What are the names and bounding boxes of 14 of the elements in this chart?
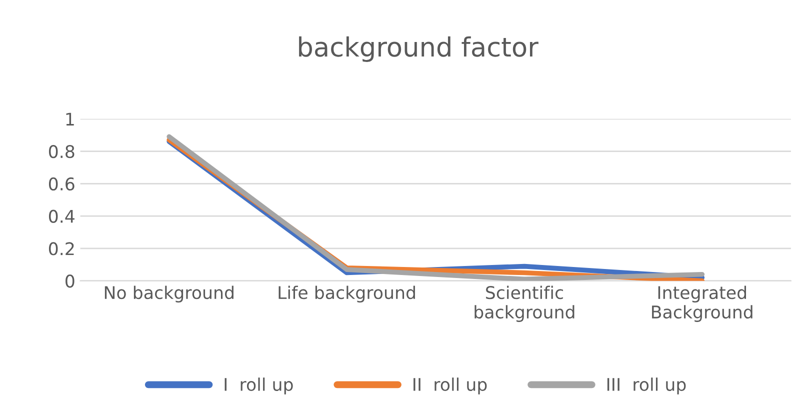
x-tick-label: No background [104,286,234,303]
x-tick-label: Life background [278,286,415,303]
y-tick-label: 0.4 [48,210,74,223]
y-tick-label: 1 [66,112,74,126]
y-tick-label: 0.8 [48,145,74,158]
legend-label: I roll up [224,378,293,394]
legend-label: III roll up [607,378,686,394]
y-tick-label: 0.2 [48,242,74,256]
y-tick-label: 0.6 [48,177,74,191]
x-tick-label: Scientific background [474,286,574,322]
legend-label: II roll up [414,378,487,394]
x-tick-label: Integrated Background [652,286,752,322]
y-tick-label: 0 [66,274,74,288]
chart-title: background factor [299,36,538,62]
